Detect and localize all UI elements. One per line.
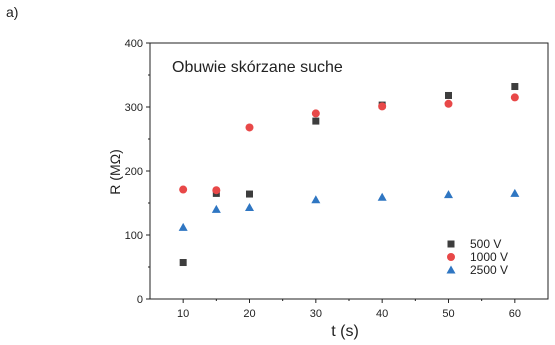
legend-label-500v: 500 V — [470, 237, 501, 251]
point-1000v — [444, 99, 453, 108]
y-tick-label: 400 — [125, 38, 143, 50]
point-2500v — [377, 192, 387, 201]
y-tick-label: 200 — [125, 166, 143, 178]
x-tick-label: 30 — [310, 308, 322, 320]
x-tick-label: 10 — [177, 308, 189, 320]
x-axis-title: t (s) — [331, 323, 359, 340]
chart-title: Obuwie skórzane suche — [172, 59, 343, 76]
x-tick-label: 60 — [509, 308, 521, 320]
x-tick-label: 40 — [376, 308, 388, 320]
legend-label-2500v: 2500 V — [470, 263, 508, 277]
axes: 10 20 30 40 50 60 0 100 200 300 400 — [125, 38, 549, 320]
point-500v — [246, 190, 253, 198]
x-tick-label: 20 — [243, 308, 255, 320]
y-tick-label: 100 — [125, 230, 143, 242]
y-tick-label: 300 — [125, 102, 143, 114]
point-1000v — [212, 186, 221, 195]
point-2500v — [510, 188, 520, 197]
legend-marker-2500v — [446, 265, 456, 274]
data-points — [178, 83, 520, 267]
point-500v — [511, 83, 519, 91]
point-500v — [445, 91, 452, 99]
legend-label-1000v: 1000 V — [470, 250, 508, 264]
legend-marker-1000v — [447, 253, 455, 261]
point-2500v — [211, 204, 221, 213]
point-1000v — [510, 93, 519, 102]
point-2500v — [245, 202, 254, 211]
point-500v — [312, 117, 320, 125]
point-2500v — [311, 195, 321, 204]
point-2500v — [444, 190, 453, 199]
point-1000v — [378, 102, 387, 111]
panel-label: a) — [6, 4, 19, 20]
x-tick-label: 50 — [442, 308, 454, 320]
point-1000v — [245, 123, 254, 132]
y-tick-label: 0 — [137, 294, 143, 306]
point-1000v — [311, 109, 320, 118]
point-1000v — [179, 185, 188, 194]
y-axis-title: R (MΩ) — [107, 149, 123, 194]
legend-marker-500v — [447, 240, 455, 248]
point-2500v — [178, 222, 188, 231]
point-500v — [179, 259, 187, 267]
